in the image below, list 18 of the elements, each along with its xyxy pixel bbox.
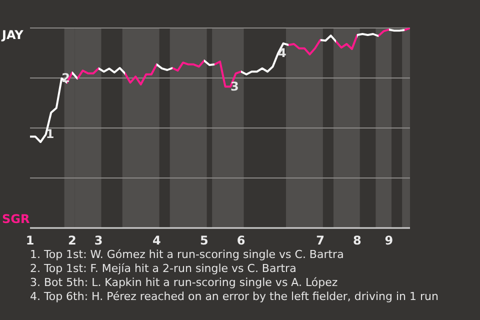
annotation: 1	[46, 127, 54, 142]
x-tick-label: 7	[316, 234, 324, 248]
x-tick-label: 9	[384, 234, 394, 248]
text: SGR	[2, 212, 30, 226]
x-tick-label: 4	[152, 234, 161, 248]
x-tick-label: 6	[236, 234, 246, 248]
text: 2. Top 1st: F. Mejía hit a 2-run single vs C. Bartra	[30, 262, 298, 276]
x-tick-label: 3	[94, 234, 103, 248]
x-tick-label: 1	[26, 234, 34, 248]
x-tick-label: 8	[353, 234, 362, 248]
annotation: 3	[230, 79, 239, 94]
annotation: 4	[278, 46, 286, 60]
text: JAY	[2, 28, 24, 42]
text: 1. Top 1st: W. Gómez hit a run-scoring single vs C. Bartra	[30, 248, 345, 262]
x-tick-label: 5	[200, 234, 208, 248]
text: 4. Top 6th: H. Pérez reached on an error by the left fielder, driving in 1 run	[30, 290, 440, 304]
x-tick-label: 2	[68, 234, 76, 248]
text: 3. Bot 5th: L. Kapkin hit a run-scoring single vs A. López	[30, 276, 339, 290]
